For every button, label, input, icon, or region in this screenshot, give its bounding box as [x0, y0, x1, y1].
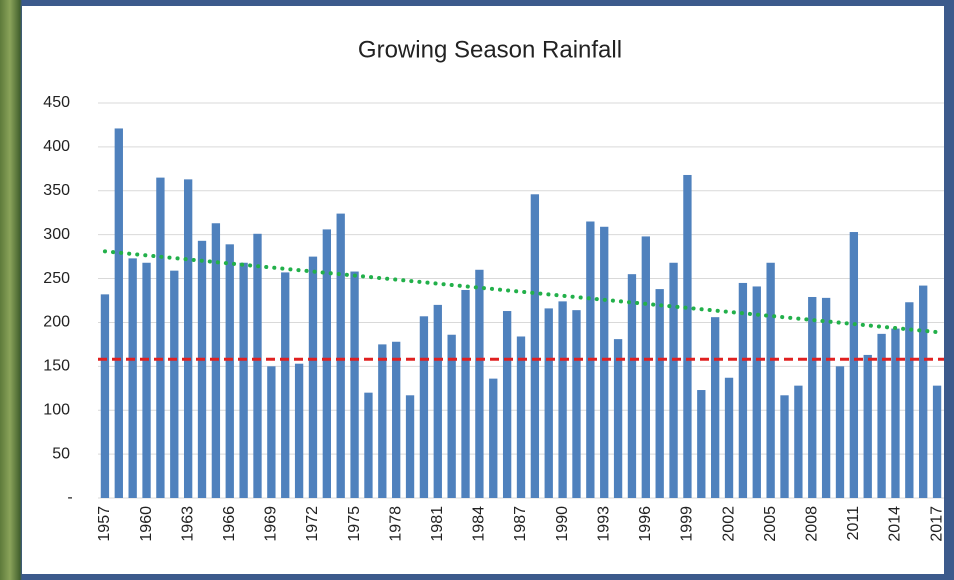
- bar: [836, 366, 844, 498]
- x-tick-label: 2002: [720, 506, 737, 542]
- bar: [919, 286, 927, 498]
- bar: [891, 329, 899, 498]
- bar: [905, 302, 913, 498]
- x-tick-label: 2008: [803, 506, 820, 542]
- x-tick-label: 2017: [928, 506, 945, 542]
- bar: [142, 263, 150, 498]
- bar: [808, 297, 816, 498]
- bar: [628, 274, 636, 498]
- bar: [406, 395, 414, 498]
- bar: [364, 393, 372, 498]
- bar: [295, 364, 303, 498]
- y-tick-label: 100: [43, 401, 70, 418]
- x-tick-label: 1957: [96, 506, 113, 542]
- x-tick-label: 1960: [138, 506, 155, 542]
- chart-title: Growing Season Rainfall: [358, 36, 622, 63]
- bar: [434, 305, 442, 498]
- x-tick-label: 1975: [346, 506, 363, 542]
- bar: [461, 290, 469, 498]
- bar: [475, 270, 483, 498]
- bar: [253, 234, 261, 498]
- bar: [850, 232, 858, 498]
- bar: [101, 294, 109, 498]
- bar: [683, 175, 691, 498]
- bar: [531, 194, 539, 498]
- bar: [309, 257, 317, 498]
- bar: [711, 317, 719, 498]
- x-tick-label: 1993: [595, 506, 612, 542]
- bar: [753, 286, 761, 498]
- bar: [822, 298, 830, 498]
- bar: [766, 263, 774, 498]
- x-tick-label: 1981: [429, 506, 446, 542]
- bar: [267, 366, 275, 498]
- x-tick-label: 1999: [679, 506, 696, 542]
- x-tick-label: 1972: [304, 506, 321, 542]
- bar: [656, 289, 664, 498]
- bar: [864, 355, 872, 498]
- y-tick-label: -: [67, 489, 72, 506]
- y-tick-label: 50: [52, 445, 70, 462]
- bar: [281, 272, 289, 498]
- x-tick-label: 1987: [512, 506, 529, 542]
- bar: [184, 179, 192, 498]
- bar: [780, 395, 788, 498]
- bar: [503, 311, 511, 498]
- bar: [350, 272, 358, 498]
- bar: [129, 258, 137, 498]
- x-tick-label: 1963: [179, 506, 196, 542]
- bar: [642, 236, 650, 498]
- x-tick-label: 1966: [221, 506, 238, 542]
- x-tick-label: 2014: [887, 506, 904, 542]
- bar: [933, 386, 941, 498]
- bar: [198, 241, 206, 498]
- x-tick-label: 2005: [762, 506, 779, 542]
- bar: [725, 378, 733, 498]
- bar: [794, 386, 802, 498]
- chart: Growing Season Rainfall - 50 100 150 200 250 3…: [0, 0, 954, 580]
- bar: [572, 310, 580, 498]
- bar: [558, 301, 566, 498]
- bar: [226, 244, 234, 498]
- bar: [600, 227, 608, 498]
- y-tick-label: 400: [43, 138, 70, 155]
- bar: [337, 214, 345, 498]
- y-tick-label: 300: [43, 226, 70, 243]
- bar: [697, 390, 705, 498]
- bar: [545, 308, 553, 498]
- y-tick-label: 250: [43, 270, 70, 287]
- bar: [239, 263, 247, 498]
- bar: [739, 283, 747, 498]
- bar: [614, 339, 622, 498]
- bar: [378, 344, 386, 498]
- bar: [156, 178, 164, 498]
- x-tick-label: 1996: [637, 506, 654, 542]
- bar: [392, 342, 400, 498]
- x-tick-label: 1984: [471, 506, 488, 542]
- y-tick-label: 150: [43, 358, 70, 375]
- y-tick-label: 200: [43, 314, 70, 331]
- bar: [669, 263, 677, 498]
- y-tick-label: 450: [43, 94, 70, 111]
- x-tick-label: 1969: [263, 506, 280, 542]
- x-tick-label: 2011: [845, 506, 862, 541]
- bar: [489, 379, 497, 498]
- bar: [420, 316, 428, 498]
- x-tick-label: 1978: [387, 506, 404, 542]
- x-tick-label: 1990: [554, 506, 571, 542]
- bar: [115, 128, 123, 498]
- bar: [170, 271, 178, 498]
- y-tick-label: 350: [43, 182, 70, 199]
- bar: [323, 229, 331, 498]
